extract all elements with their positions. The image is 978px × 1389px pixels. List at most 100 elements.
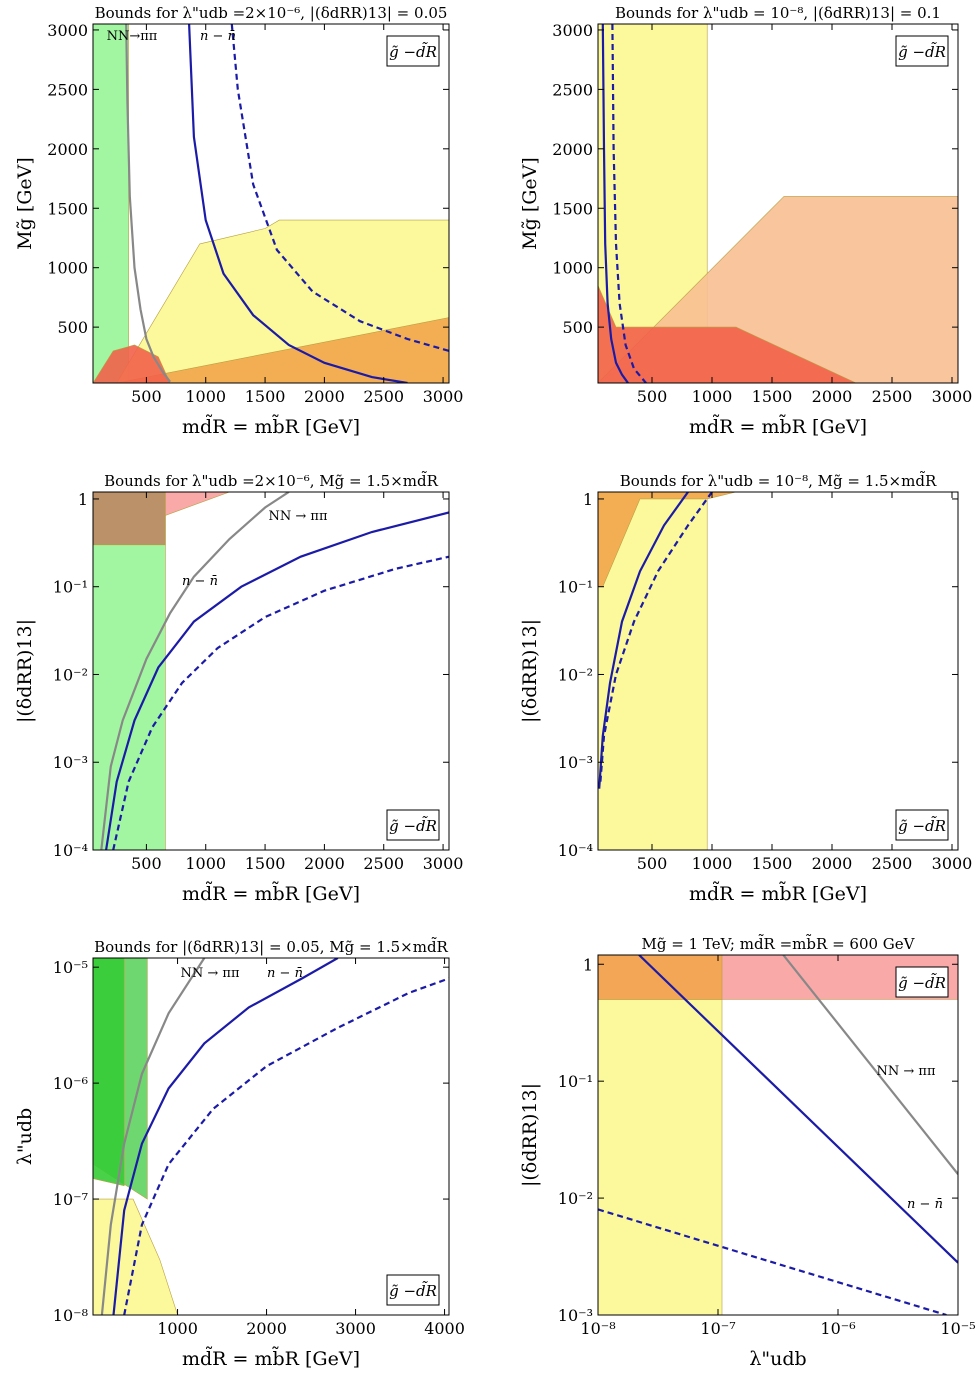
y-tick-label: 1 — [78, 490, 88, 509]
chart-title: Bounds for λ"udb = 10⁻⁸, |(δdRR)13| = 0.… — [615, 4, 941, 22]
n-nbar-curve — [601, 24, 629, 383]
legend-box: g̃ −d̃R — [895, 35, 949, 67]
y-tick-label: 2500 — [47, 80, 88, 99]
x-axis-label: λ"udb — [749, 1348, 806, 1370]
plot-frame — [92, 23, 450, 384]
y-tick-label: 500 — [57, 318, 88, 337]
legend-box: g̃ −d̃R — [386, 1274, 440, 1306]
y-tick-label: 2500 — [552, 80, 593, 99]
x-tick-label: 3000 — [932, 854, 973, 873]
n-nbar-label: n − n̄ — [182, 574, 218, 589]
y-tick-label: 10⁻⁸ — [53, 1306, 88, 1325]
excluded-region — [598, 285, 857, 383]
legend-frame — [895, 809, 949, 841]
x-axis-label: md̃R = mb̃R [GeV] — [182, 415, 360, 438]
y-tick-label: 1500 — [552, 199, 593, 218]
n-nbar-label: n − n̄ — [200, 29, 236, 44]
x-tick-label: 1000 — [185, 854, 226, 873]
y-tick-label: 10⁻⁴ — [558, 841, 593, 860]
y-tick-label: 10⁻² — [53, 665, 88, 684]
n-nbar-dashed-curve — [599, 492, 713, 782]
n-nbar-curve — [638, 955, 958, 1264]
y-tick-label: 10⁻³ — [558, 1306, 593, 1325]
x-tick-label: 500 — [637, 854, 668, 873]
y-tick-label: 2000 — [47, 140, 88, 159]
x-tick-label: 1000 — [185, 387, 226, 406]
chart-panel-2: 500 1000 1500 2000 2500 3000 500 1000 1500 2000 25… — [519, 4, 972, 438]
plot-frame — [92, 491, 450, 851]
x-tick-label: 500 — [131, 854, 162, 873]
nn-pipi-label: NN → ππ — [269, 509, 328, 524]
y-axis-label: |(δdRR)13| — [519, 1083, 541, 1187]
legend-label: g̃ −d̃R — [389, 816, 437, 835]
x-axis-label: md̃R = mb̃R [GeV] — [182, 1347, 360, 1370]
n-nbar-dashed-curve — [611, 24, 647, 383]
nn-pipi-label: NN→ππ — [107, 29, 158, 44]
x-tick-label: 500 — [131, 387, 162, 406]
nn-pipi-curve — [125, 24, 171, 383]
excluded-region — [598, 492, 708, 850]
x-tick-label: 2500 — [363, 854, 404, 873]
x-tick-label: 2000 — [812, 854, 853, 873]
chart-title: Mg̃ = 1 TeV; md̃R =mb̃R = 600 GeV — [641, 934, 915, 953]
y-tick-label: 1000 — [552, 259, 593, 278]
chart-title: Bounds for λ"udb =2×10⁻⁶, Mg̃ = 1.5×md̃R — [104, 471, 439, 490]
x-tick-label: 2500 — [363, 387, 404, 406]
y-axis-label: Mg̃ [GeV] — [519, 157, 541, 250]
y-axis-label: λ"udb — [14, 1108, 36, 1165]
n-nbar-dashed-curve — [112, 555, 449, 850]
y-tick-label: 3000 — [47, 21, 88, 40]
plot-area — [93, 492, 449, 850]
plot-frame — [597, 954, 959, 1316]
y-tick-label: 10⁻² — [558, 1189, 593, 1208]
nn-pipi-curve — [100, 958, 206, 1315]
excluded-region — [93, 24, 129, 383]
legend-box: g̃ −d̃R — [386, 35, 440, 67]
chart-title: Bounds for λ"udb =2×10⁻⁶, |(δdRR)13| = 0… — [95, 4, 448, 22]
x-tick-label: 3000 — [335, 1319, 376, 1338]
x-tick-label: 1500 — [245, 387, 286, 406]
x-tick-label: 1000 — [157, 1319, 198, 1338]
plot-area — [598, 955, 958, 1315]
x-tick-label: 2500 — [872, 854, 913, 873]
y-tick-label: 10⁻¹ — [558, 578, 593, 597]
excluded-region — [93, 958, 125, 1187]
y-tick-label: 10⁻³ — [558, 753, 593, 772]
legend-frame — [895, 35, 949, 67]
excluded-region — [598, 24, 708, 383]
excluded-region — [598, 955, 723, 1315]
legend-label: g̃ −d̃R — [389, 42, 437, 61]
x-tick-label: 4000 — [424, 1319, 465, 1338]
excluded-region — [598, 955, 723, 1000]
x-tick-label: 3000 — [423, 854, 464, 873]
legend-label: g̃ −d̃R — [898, 816, 946, 835]
y-tick-label: 10⁻¹ — [53, 578, 88, 597]
n-nbar-curve — [598, 492, 689, 789]
plot-frame — [597, 23, 959, 384]
chart-panel-5: 1000 2000 3000 4000 10⁻⁸ 10⁻⁷ 10⁻⁶ 10⁻⁵ Bounds f… — [14, 937, 465, 1370]
y-tick-label: 10⁻¹ — [558, 1072, 593, 1091]
plot-area — [93, 958, 449, 1315]
legend-label: g̃ −d̃R — [389, 1281, 437, 1300]
x-tick-label: 3000 — [423, 387, 464, 406]
legend-frame — [386, 35, 440, 67]
y-tick-label: 10⁻⁴ — [53, 841, 88, 860]
n-nbar-curve — [188, 24, 408, 383]
chart-panel-6: 10⁻⁸ 10⁻⁷ 10⁻⁶ 10⁻⁵ 10⁻³ 10⁻² 10⁻¹ 1 Mg̃ = 1 TeV… — [519, 934, 976, 1370]
chart-panel-3: 500 1000 1500 2000 2500 3000 10⁻⁴ 10⁻³ 10⁻² 10⁻¹ 1… — [14, 471, 463, 905]
plot-area — [93, 24, 449, 383]
x-tick-label: 1500 — [245, 854, 286, 873]
nn-pipi-curve — [782, 955, 958, 1175]
y-tick-label: 10⁻⁶ — [53, 1074, 88, 1093]
legend-label: g̃ −d̃R — [898, 42, 946, 61]
x-tick-label: 10⁻⁷ — [700, 1319, 735, 1338]
excluded-region — [116, 317, 449, 383]
legend-frame — [386, 1274, 440, 1306]
y-tick-label: 1 — [583, 955, 593, 974]
y-tick-label: 2000 — [552, 140, 593, 159]
y-axis-label: |(δdRR)13| — [14, 619, 36, 723]
nn-pipi-label: NN → ππ — [181, 966, 240, 981]
n-nbar-dashed-curve — [598, 1208, 947, 1315]
x-axis-label: md̃R = mb̃R [GeV] — [689, 882, 867, 905]
plot-frame — [92, 957, 450, 1316]
